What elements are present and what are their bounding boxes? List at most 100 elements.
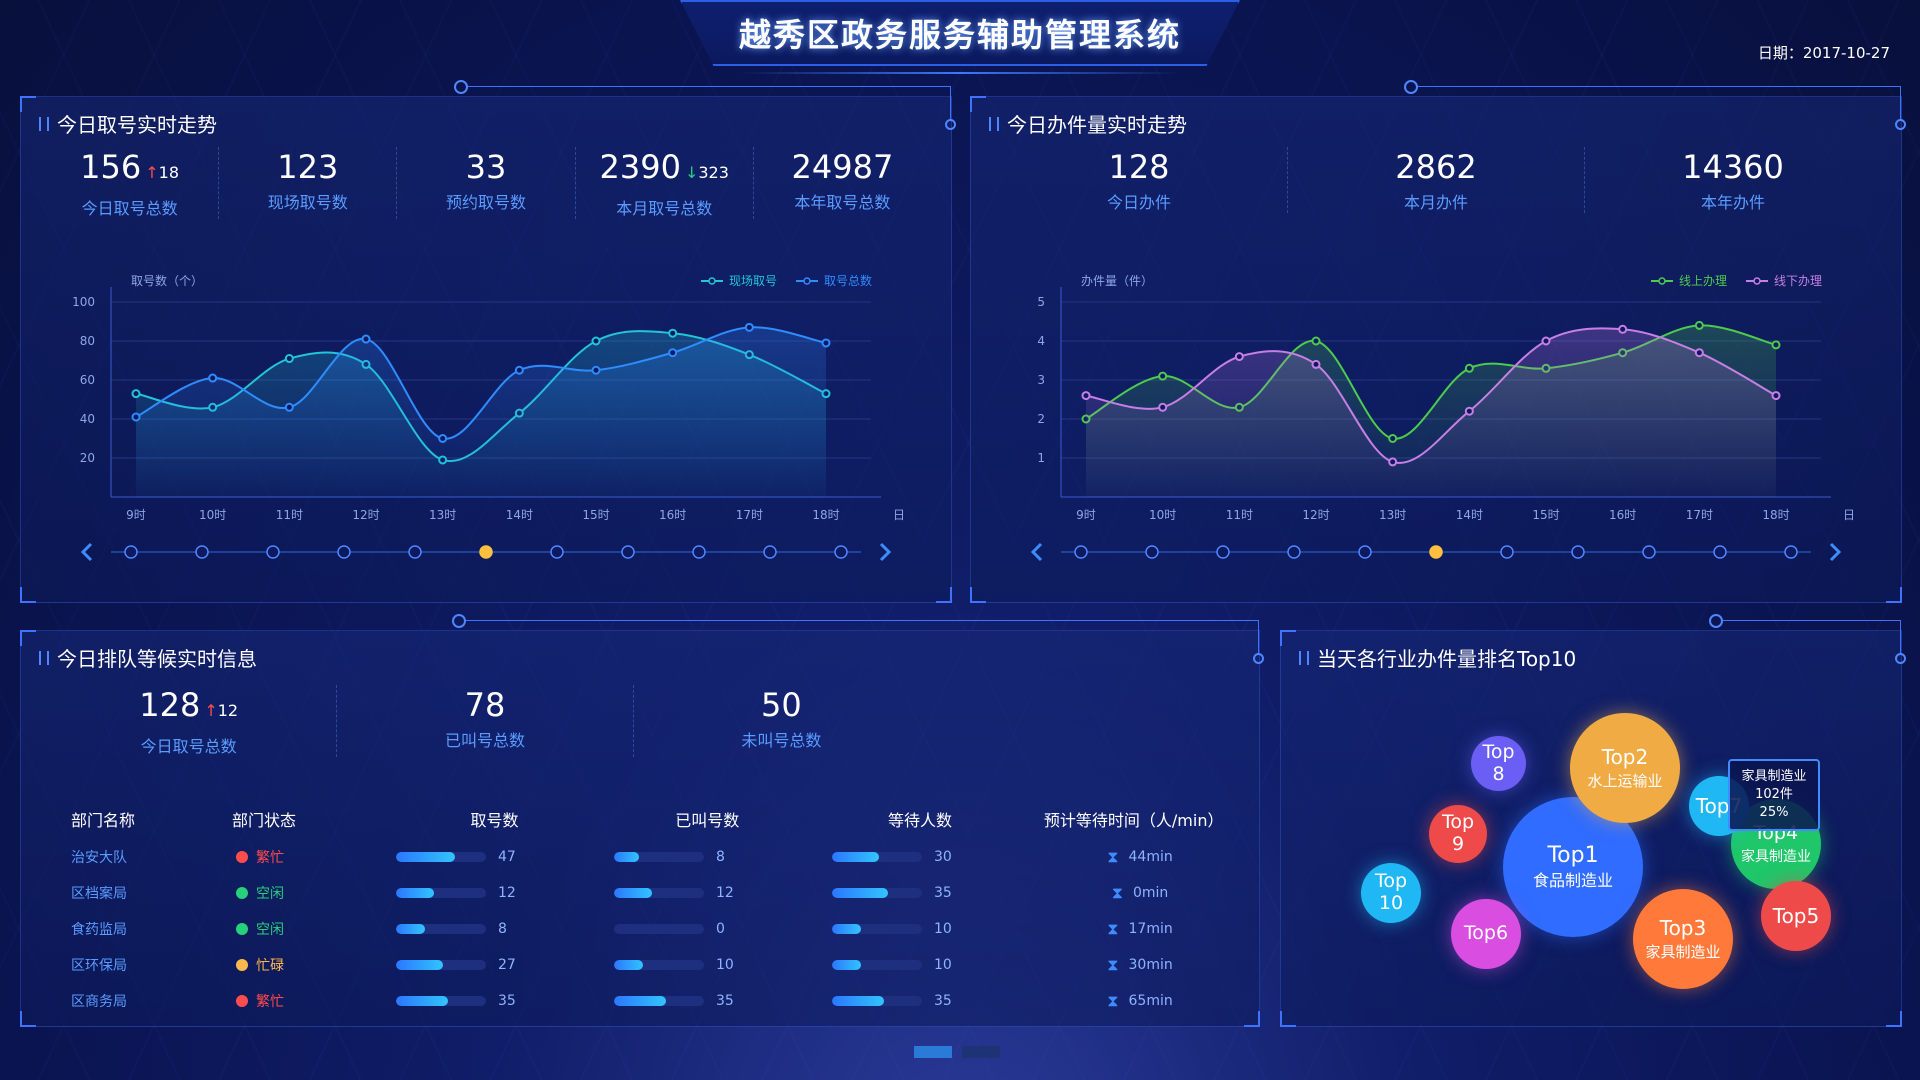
trend-up-icon: ↑	[204, 701, 218, 720]
data-point	[1541, 336, 1551, 346]
bubble-rank: Top6	[1463, 922, 1509, 945]
table-row: 治安大队 繁忙 47 8 30 ⧗ 44min	[71, 839, 1241, 875]
chevron-left-icon[interactable]	[1030, 542, 1043, 562]
bubble-top3[interactable]: Top3 家具制造业	[1633, 889, 1733, 989]
timeline-day-node[interactable]	[1571, 545, 1585, 559]
panel-title-text: 今日排队等候实时信息	[57, 647, 257, 671]
stat-value: 128	[1108, 148, 1170, 186]
bubble-top6[interactable]: Top6	[1451, 899, 1521, 969]
wait-time-value: 0min	[1132, 885, 1169, 901]
bar-fill	[614, 888, 652, 898]
bubble-rank: Top1	[1547, 843, 1599, 869]
timeline-day-node[interactable]	[479, 545, 493, 559]
data-point	[1158, 402, 1168, 412]
timeline-day-node[interactable]	[1145, 545, 1159, 559]
stat-value: 50	[760, 686, 802, 724]
bubble-top5[interactable]: Top5	[1761, 881, 1831, 951]
data-point	[591, 365, 601, 375]
wait-time-cell: ⧗ 65min	[1050, 991, 1230, 1011]
stat-called: 78 已叫号总数	[337, 685, 634, 757]
page-dot[interactable]	[962, 1046, 1000, 1058]
taken-cell: 8	[396, 921, 614, 937]
timeline-day-node[interactable]	[195, 545, 209, 559]
bar-fill	[614, 996, 667, 1006]
waiting-cell: 35	[832, 993, 1050, 1009]
waiting-cell: 35	[832, 885, 1050, 901]
timeline-day-node[interactable]	[1287, 545, 1301, 559]
timeline-day-node[interactable]	[550, 545, 564, 559]
header-called: 已叫号数	[675, 811, 740, 830]
timeline-day-node[interactable]	[1216, 545, 1230, 559]
corner	[1280, 1011, 1296, 1027]
timeline-day-node[interactable]	[1429, 545, 1443, 559]
stat-label: 今日取号总数	[140, 737, 237, 756]
called-bar	[614, 852, 704, 862]
timeline-day-node[interactable]	[834, 545, 848, 559]
chevron-right-icon[interactable]	[879, 542, 892, 562]
chevron-right-icon[interactable]	[1829, 542, 1842, 562]
x-tick-label: 10时	[1149, 508, 1176, 522]
timeline-day-node[interactable]	[1074, 545, 1088, 559]
called-bar	[614, 924, 704, 934]
stat-value: 2862	[1395, 148, 1477, 186]
called-value: 12	[716, 885, 734, 901]
timeline-day-node[interactable]	[266, 545, 280, 559]
timeline-day-node[interactable]	[1358, 545, 1372, 559]
timeline-day-node[interactable]	[763, 545, 777, 559]
hourglass-icon: ⧗	[1107, 955, 1119, 974]
timeline-day-node[interactable]	[692, 545, 706, 559]
hourglass-icon: ⧗	[1107, 919, 1119, 938]
bar-fill	[832, 924, 861, 934]
bar-fill	[832, 888, 888, 898]
timeline-day-node[interactable]	[1784, 545, 1798, 559]
bubble-industry: 家具制造业	[1741, 848, 1811, 865]
called-cell: 10	[614, 957, 832, 973]
dept-name: 区商务局	[71, 994, 127, 1010]
data-point	[1388, 457, 1398, 467]
bubble-industry: 水上运输业	[1587, 771, 1663, 790]
legend-marker	[1658, 277, 1666, 285]
timeline-day-node[interactable]	[337, 545, 351, 559]
corner	[20, 96, 36, 112]
y-tick-label: 100	[72, 295, 95, 309]
timeline-day-node[interactable]	[1500, 545, 1514, 559]
decor-end	[1895, 119, 1906, 130]
table-row: 区商务局 繁忙 35 35 35 ⧗ 65min	[71, 983, 1241, 1019]
table-body: 治安大队 繁忙 47 8 30 ⧗ 44min 区档案局 空闲 12 12 35 …	[71, 839, 1241, 1019]
stat-onsite: 123 现场取号数	[219, 147, 398, 219]
decor-end	[945, 119, 956, 130]
line-chart-handling: 1 2 3 4 5 日 办件量（件） 9时 10时 11时 12时 13时 14时 15时 16时 17时 18…	[1030, 273, 1855, 562]
stat-label: 未叫号总数	[741, 731, 822, 750]
legend-marker	[1753, 277, 1761, 285]
page-dot-active[interactable]	[914, 1046, 952, 1058]
bubble-top2[interactable]: Top2 水上运输业	[1570, 713, 1680, 823]
series-line	[1085, 327, 1777, 464]
timeline-day-node[interactable]	[408, 545, 422, 559]
stats-row: 128 今日办件 2862 本月办件 14360 本年办件	[991, 147, 1881, 213]
called-value: 10	[716, 957, 734, 973]
timeline-day-node[interactable]	[1713, 545, 1727, 559]
stat-value: 33	[465, 148, 507, 186]
x-tick-label: 16时	[1609, 508, 1636, 522]
taken-value: 8	[498, 921, 507, 937]
bubble-top9[interactable]: Top 9	[1429, 805, 1487, 863]
wait-time-cell: ⧗ 17min	[1050, 919, 1230, 939]
waiting-value: 10	[934, 957, 952, 973]
line-chart-queue: 20 40 60 80 100 日 取号数（个） 9时 10时 11时 12时 13时 14时 15时 16…	[72, 273, 905, 562]
bubble-top10[interactable]: Top 10	[1361, 863, 1421, 923]
bubble-top8[interactable]: Top 8	[1471, 736, 1526, 791]
x-tick-label: 13时	[1379, 508, 1406, 522]
tooltip-count: 102件	[1755, 787, 1793, 802]
decor-end	[1253, 653, 1264, 664]
header: 越秀区政务服务辅助管理系统	[680, 0, 1240, 74]
decor-drop	[1895, 86, 1906, 130]
x-axis-title: 日	[893, 508, 905, 522]
chevron-left-icon[interactable]	[80, 542, 93, 562]
timeline-day-node[interactable]	[621, 545, 635, 559]
corner	[970, 96, 986, 112]
x-axis-title: 日	[1843, 508, 1855, 522]
data-point	[1234, 352, 1244, 362]
timeline-day-node[interactable]	[124, 545, 138, 559]
stat-label: 已叫号总数	[444, 731, 525, 750]
timeline-day-node[interactable]	[1642, 545, 1656, 559]
